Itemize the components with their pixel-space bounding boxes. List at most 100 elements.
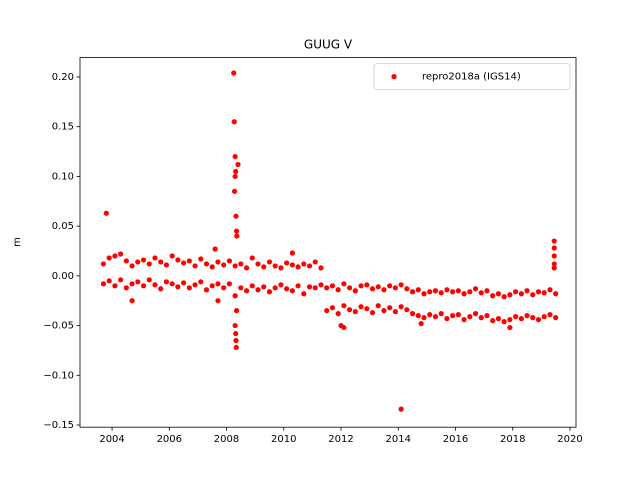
point — [484, 313, 490, 319]
point — [541, 314, 547, 320]
point — [249, 283, 255, 289]
point — [450, 289, 456, 295]
point — [135, 279, 141, 285]
point — [215, 298, 221, 304]
point — [461, 317, 467, 323]
point — [347, 285, 353, 291]
point — [495, 291, 502, 297]
point — [186, 285, 192, 291]
point — [243, 288, 250, 294]
point — [518, 316, 524, 322]
point — [369, 310, 376, 316]
point — [118, 251, 124, 257]
point — [495, 316, 502, 322]
point — [312, 285, 318, 291]
point — [255, 261, 261, 267]
y-tick-label: 0.00 — [52, 271, 74, 282]
point — [169, 253, 175, 259]
point — [524, 313, 530, 319]
point — [421, 291, 427, 297]
point — [490, 318, 496, 324]
point — [404, 286, 410, 292]
point — [232, 173, 238, 180]
x-tick-label: 2008 — [214, 434, 239, 445]
point — [306, 263, 313, 269]
point — [192, 263, 198, 269]
point — [261, 284, 267, 290]
point — [329, 283, 336, 289]
point — [541, 290, 547, 296]
point — [324, 308, 330, 314]
point — [266, 259, 273, 265]
chart-title: GUUG V — [304, 38, 353, 52]
point — [152, 282, 158, 288]
point — [163, 262, 170, 268]
point — [158, 259, 164, 265]
point — [513, 289, 519, 295]
plot-frame — [79, 57, 577, 428]
point — [169, 281, 175, 287]
point — [233, 344, 239, 351]
point — [352, 288, 358, 294]
point — [106, 255, 112, 261]
x-tick-label: 2020 — [557, 434, 582, 445]
point — [490, 293, 496, 299]
point — [255, 287, 261, 293]
point — [233, 330, 239, 337]
point — [266, 289, 273, 295]
point — [181, 260, 187, 266]
point — [203, 287, 210, 293]
point — [106, 278, 112, 284]
point — [129, 263, 135, 269]
point — [478, 315, 484, 321]
point — [551, 253, 557, 259]
point — [233, 168, 239, 175]
point — [358, 304, 364, 310]
point — [553, 315, 559, 321]
x-tick-label: 2014 — [386, 434, 411, 445]
point — [278, 265, 284, 271]
point — [507, 317, 513, 323]
x-tick-label: 2010 — [271, 434, 296, 445]
point — [507, 324, 513, 331]
point — [233, 308, 240, 314]
point — [551, 261, 557, 267]
point — [467, 289, 473, 295]
point — [289, 250, 295, 256]
x-tick-label: 2006 — [157, 434, 182, 445]
point — [301, 291, 307, 297]
point — [158, 286, 164, 292]
point — [341, 281, 347, 287]
point — [232, 263, 238, 269]
y-tick-label: 0.05 — [52, 221, 74, 232]
point — [409, 311, 416, 317]
point — [249, 255, 255, 261]
point — [392, 285, 399, 291]
point — [112, 253, 118, 259]
point — [233, 337, 239, 344]
point — [278, 282, 284, 288]
point — [272, 263, 278, 269]
point — [364, 306, 370, 312]
point — [513, 314, 519, 320]
point — [547, 312, 553, 318]
point — [501, 319, 507, 325]
y-tick-label: −0.15 — [43, 420, 74, 431]
point — [238, 261, 244, 267]
point — [129, 281, 135, 287]
point — [409, 289, 416, 295]
point — [418, 320, 424, 327]
point — [231, 188, 238, 194]
point — [135, 259, 141, 265]
point — [375, 303, 381, 309]
point — [175, 257, 181, 263]
point — [478, 290, 484, 296]
point — [198, 279, 204, 285]
point — [163, 279, 170, 285]
point — [415, 287, 421, 293]
point — [381, 287, 387, 293]
point — [100, 281, 107, 287]
point — [306, 284, 313, 290]
point — [312, 259, 318, 265]
